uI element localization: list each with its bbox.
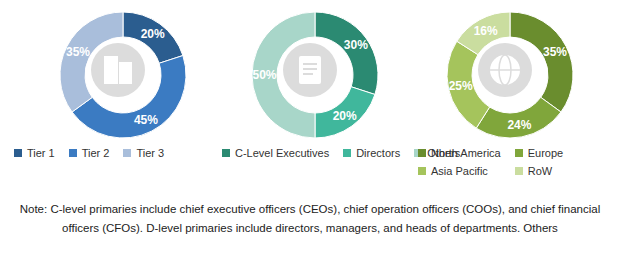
html-text:Asia Pacific: Asia Pacific: [431, 165, 488, 177]
svg-text:20%: 20%: [333, 109, 357, 123]
svg-text:20%: 20%: [141, 27, 165, 41]
html-text:Tier 1: Tier 1: [27, 147, 55, 159]
html-text:RoW: RoW: [527, 165, 553, 177]
html-text:Directors: Directors: [356, 147, 401, 159]
svg-text:24%: 24%: [507, 118, 531, 132]
html-text:Europe: Europe: [527, 147, 564, 159]
svg-text:35%: 35%: [66, 45, 90, 59]
html-text:C-Level Executives: C-Level Executives: [235, 147, 330, 159]
html-text:Tier 2: Tier 2: [81, 147, 110, 159]
svg-text:30%: 30%: [344, 38, 368, 52]
svg-text:25%: 25%: [449, 79, 473, 93]
svg-text:16%: 16%: [474, 24, 498, 38]
svg-text:45%: 45%: [134, 113, 158, 127]
html-text:Others: Others: [427, 147, 461, 159]
html-text:Tier 3: Tier 3: [136, 147, 165, 159]
svg-text:35%: 35%: [543, 45, 567, 59]
html-text:Note: C-level primaries includ: Note: C-level primaries include chief ex…: [19, 203, 601, 234]
html-text:North America: North America: [431, 147, 501, 159]
svg-text:50%: 50%: [252, 68, 276, 82]
